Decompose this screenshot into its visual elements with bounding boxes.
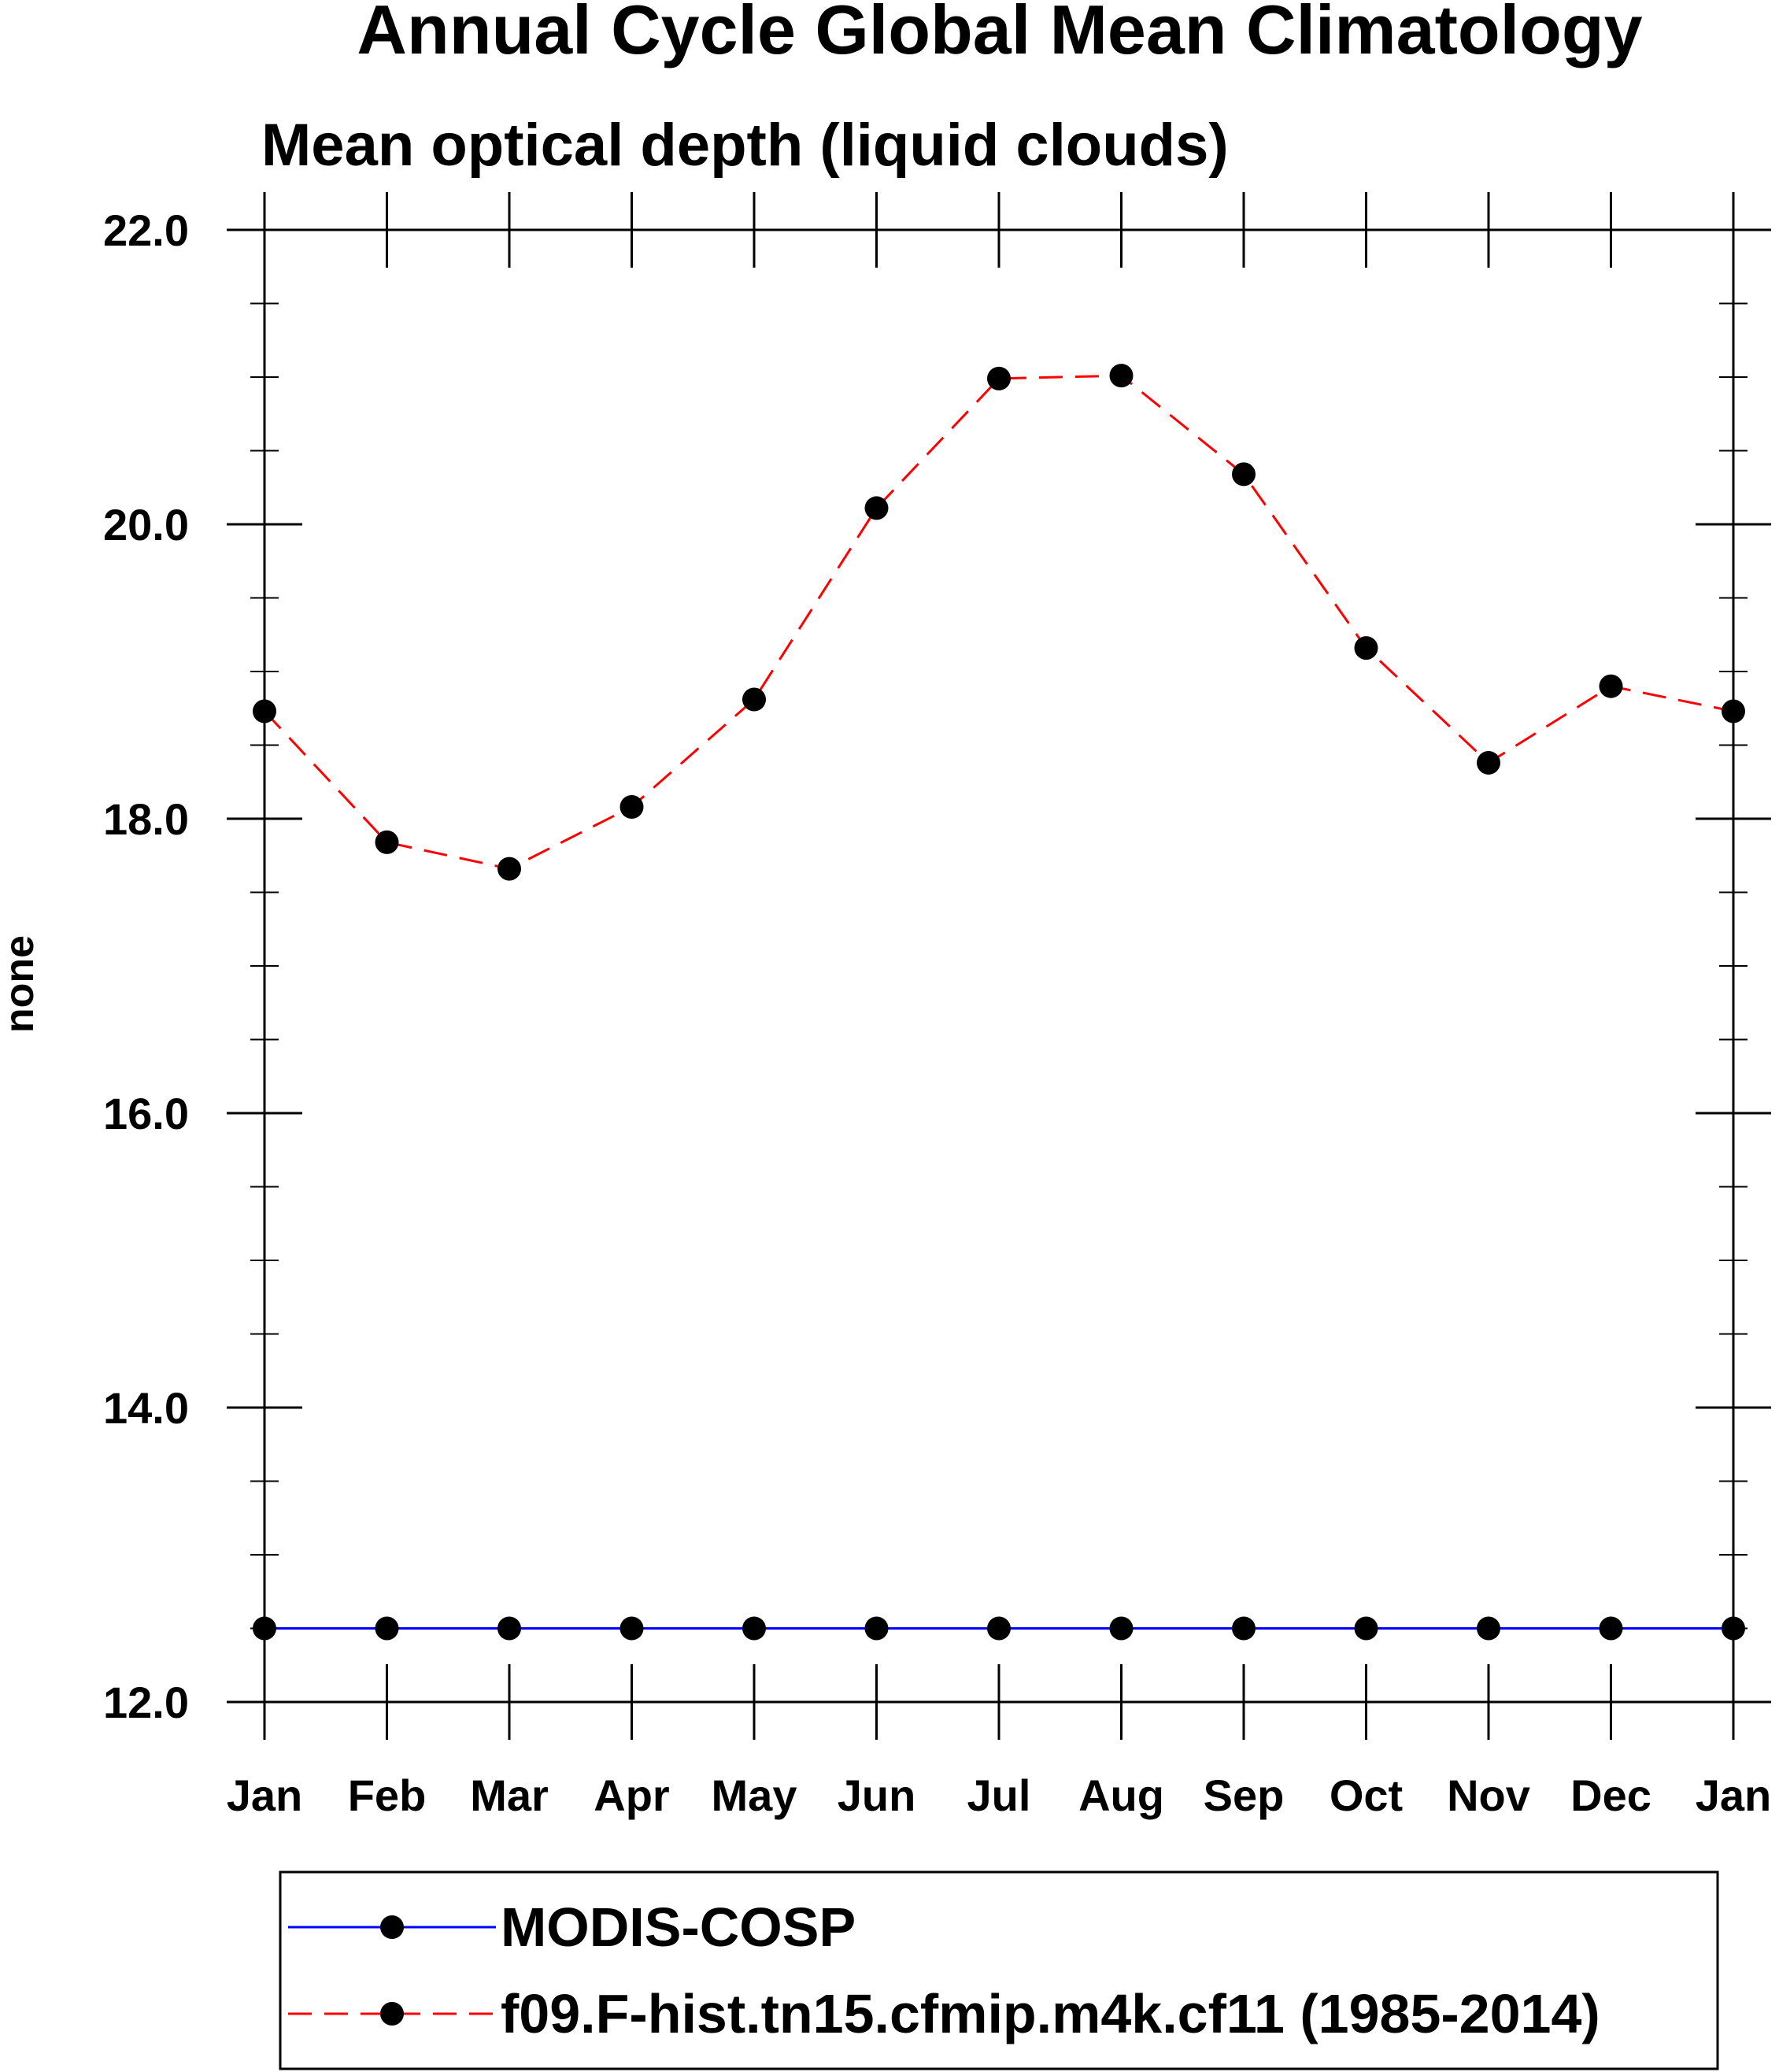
major-ticks [227,192,1771,1740]
series-1-point [1599,674,1623,698]
x-tick-label: Jan [227,1770,303,1820]
x-tick-label: Jun [838,1770,916,1820]
chart-subtitle: Mean optical depth (liquid clouds) [261,112,1229,179]
series-1-point [864,496,889,520]
y-tick-labels: 12.0 14.0 16.0 18.0 20.0 22.0 [103,205,189,1727]
series-0-point [1477,1616,1500,1641]
y-tick-label: 12.0 [103,1678,189,1727]
legend-label: MODIS-COSP [501,1896,856,1958]
x-tick-label: Aug [1078,1770,1164,1820]
series-1-point [620,795,644,820]
legend-box [279,1870,1719,2070]
series-0-point [1109,1616,1134,1641]
x-tick-label: Nov [1447,1770,1530,1820]
series-0-point [742,1616,766,1641]
y-axis-label: none [0,935,43,1033]
legend-entries: MODIS-COSP f09.F-hist.tn15.cfmip.m4k.cf11… [288,1896,1600,2044]
y-tick-label: 22.0 [103,205,189,255]
series-0-point [1599,1616,1623,1641]
x-tick-label: Mar [470,1770,549,1820]
series-layer [253,364,1745,1641]
series-0-point [620,1616,644,1641]
plot-frame [263,228,1735,1704]
legend-swatch-marker [380,2002,404,2026]
series-1-point [742,687,766,712]
series-0-point [864,1616,889,1641]
x-tick-labels: Jan Feb Mar Apr May Jun Jul Aug Sep Oct Nov Dec Jan [227,1770,1772,1820]
x-tick-label: Jan [1696,1770,1772,1820]
y-tick-label: 16.0 [103,1089,189,1138]
series-1-point [1232,462,1256,487]
chart-title: Annual Cycle Global Mean Climatology [357,0,1642,68]
minor-ticks [250,302,1748,1630]
x-tick-label: Sep [1204,1770,1285,1820]
series-line-1 [263,374,1734,871]
x-tick-label: Oct [1330,1770,1403,1820]
x-tick-label: Jul [967,1770,1031,1820]
y-tick-label: 20.0 [103,500,189,549]
series-1-point [1109,364,1134,388]
x-tick-label: Apr [594,1770,669,1820]
series-0-point [1232,1616,1256,1641]
legend-label: f09.F-hist.tn15.cfmip.m4k.cf11 (1985-201… [501,1983,1600,2044]
series-1-point [1477,750,1500,775]
x-tick-label: May [712,1770,797,1820]
series-1-point [987,366,1011,390]
series-0-point [1354,1616,1378,1641]
legend-swatch-marker [380,1915,404,1939]
y-tick-label: 18.0 [103,794,189,844]
y-tick-label: 14.0 [103,1383,189,1433]
legend: MODIS-COSP f09.F-hist.tn15.cfmip.m4k.cf11… [279,1870,1719,2070]
series-0-point [987,1616,1011,1641]
x-tick-label: Dec [1570,1770,1651,1820]
series-1-point [497,857,521,881]
series-0-point [375,1616,399,1641]
series-1-point [1354,636,1378,660]
x-tick-label: Feb [348,1770,427,1820]
series-1-point [375,830,399,854]
series-0-point [497,1616,521,1641]
